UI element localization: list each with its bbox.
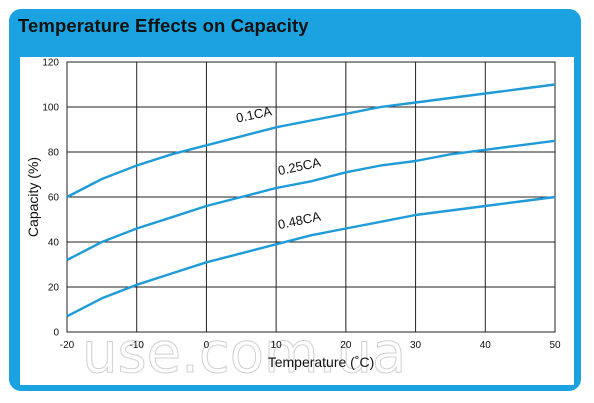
watermark-text: use.com.ua [82,321,406,386]
series-line-0.1CA [66,83,556,199]
x-tick-label: 30 [410,340,422,351]
watermark: use.com.ua [82,321,407,387]
y-tick-label: 100 [42,103,59,114]
x-tick-label: 0 [204,340,210,351]
y-axis-label: Capacity (%) [25,157,41,237]
y-tick-label: 40 [48,238,60,249]
x-tick-label: -10 [129,340,144,351]
y-tick-label: 60 [48,193,60,204]
curves: 0.1CA 0.25CA 0.48CA [66,83,556,318]
grid [66,61,556,333]
series-label-0.48CA: 0.48CA [277,208,323,232]
y-tick-label: 120 [42,58,59,69]
y-tick-label: 80 [48,148,60,159]
chart-title: Temperature Effects on Capacity [18,15,309,36]
tick-labels: -20 -10 0 10 20 30 40 50 0 20 40 60 80 100 120 [42,58,561,352]
y-tick-label: 20 [48,283,60,294]
x-tick-label: -20 [60,340,75,351]
x-tick-label: 10 [271,340,283,351]
x-axis-label: Temperature (˚C) [268,354,375,370]
x-tick-label: 40 [480,340,492,351]
x-tick-label: 20 [340,340,352,351]
series-line-0.25CA [66,139,556,262]
x-tick-label: 50 [549,340,561,351]
series-label-0.1CA: 0.1CA [235,103,274,125]
series-label-0.25CA: 0.25CA [277,154,323,178]
plot-panel [20,57,574,385]
series-line-0.48CA [66,195,556,318]
y-tick-label: 0 [53,328,59,339]
